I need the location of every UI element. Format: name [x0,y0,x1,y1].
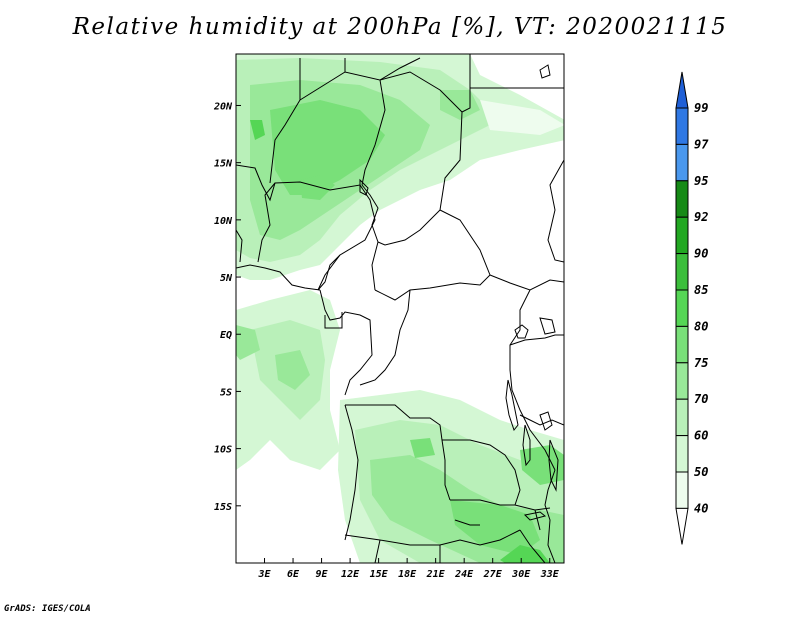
lon-tick-label: 3E [257,569,271,580]
colorbar-swatch [675,253,689,291]
lat-tick-label: 5S [220,387,232,398]
colorbar-swatch [675,216,689,255]
map-title: Relative humidity at 200hPa [%], VT: 202… [72,14,728,40]
colorbar-swatch [675,289,689,327]
lon-tick-label: 12E [341,569,360,580]
colorbar-swatch [675,143,689,182]
lat-tick-label: EQ [220,330,232,341]
lat-tick-label: 15N [214,159,233,170]
lon-tick-label: 6E [287,569,300,580]
lon-tick-label: 27E [483,569,503,580]
lake-outlines [359,64,559,521]
colorbar-label: 60 [694,429,708,443]
colorbar-label: 40 [694,501,708,515]
colorbar-label: 95 [694,174,708,188]
colorbar-top-arrow [675,71,689,109]
colorbar-swatch [675,435,689,473]
colorbar-swatch [675,471,689,509]
colorbar-bottom-arrow [675,507,689,545]
colorbar-label: 99 [694,101,708,115]
colorbar-label: 90 [694,247,708,261]
colorbar-swatch [675,398,689,437]
lon-tick-label: 15E [370,569,389,580]
colorbar-swatch [675,180,689,218]
lon-tick-label: 30E [511,569,531,580]
lat-tick-label: 10N [214,216,233,227]
colorbar-swatch [675,362,689,400]
humidity-shading [236,54,564,563]
colorbar: 99 97 95 92 90 85 80 75 70 60 50 40 [675,71,709,545]
lon-tick-label: 24E [454,569,474,580]
lon-axis: 3E 6E 9E 12E 15E 18E 21E 24E 27E 30E 33E [257,558,560,580]
lon-tick-label: 33E [540,569,560,580]
lon-tick-label: 18E [398,569,417,580]
colorbar-label: 85 [694,283,708,297]
colorbar-label: 80 [694,319,708,333]
grads-credit: GrADS: IGES/COLA [4,604,91,614]
lon-tick-label: 9E [316,569,329,580]
lon-tick-label: 21E [426,569,446,580]
colorbar-swatch [675,325,689,364]
lat-tick-label: 20N [213,101,233,112]
lat-tick-label: 10S [214,445,232,456]
lat-axis: 20N 15N 10N 5N EQ 5S 10S 15S [213,101,241,513]
colorbar-label: 50 [694,465,708,479]
colorbar-label: 97 [694,137,709,151]
country-borders [236,54,564,563]
colorbar-label: 75 [694,356,708,370]
colorbar-label: 70 [694,392,708,406]
lat-tick-label: 5N [220,273,233,284]
colorbar-label: 92 [694,210,708,224]
map-frame [235,53,565,564]
lat-tick-label: 15S [214,502,232,513]
colorbar-swatch [675,107,689,145]
